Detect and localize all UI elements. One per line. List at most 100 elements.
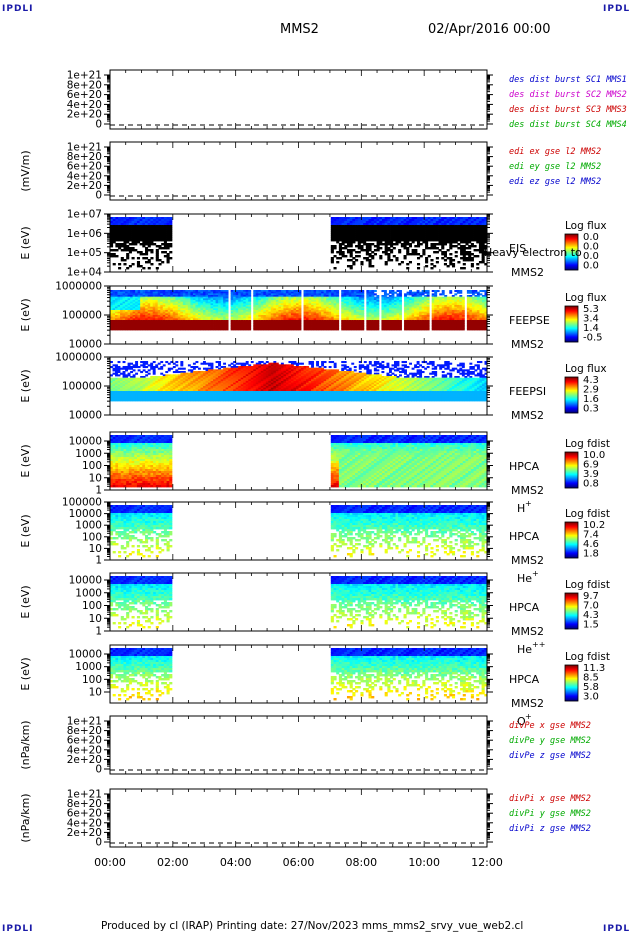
spectrogram-cell — [167, 296, 171, 299]
spectrogram-cell — [140, 313, 144, 316]
spectrogram-cell — [120, 243, 124, 246]
spectrogram-cell — [205, 315, 209, 318]
spectrogram-cell — [336, 323, 340, 326]
spectrogram-cell — [399, 321, 402, 324]
spectrogram-cell — [270, 310, 274, 313]
spectrogram-cell — [373, 325, 377, 328]
spectrogram-cell — [248, 311, 252, 314]
spectrogram-cell — [384, 245, 388, 248]
spectrogram-cell — [414, 225, 418, 228]
spectrogram-cell — [285, 306, 289, 309]
spectrogram-cell — [396, 325, 400, 328]
spectrogram-cell — [220, 291, 224, 294]
spectrogram-cell — [346, 259, 351, 262]
spectrogram-cell — [416, 267, 421, 270]
spectrogram-cell — [205, 310, 209, 313]
spectrogram-cell — [333, 267, 337, 270]
spectrogram-cell — [280, 290, 284, 293]
spectrogram-cell — [157, 290, 161, 293]
spectrogram-cell — [398, 227, 402, 230]
spectrogram-cell — [357, 227, 361, 230]
spectrogram-cell — [349, 267, 353, 270]
spectrogram-cell — [414, 325, 418, 328]
spectrogram-cell — [396, 328, 400, 331]
spectrogram-cell — [210, 291, 214, 294]
spectrogram-cell — [170, 316, 174, 319]
spectrogram-cell — [373, 221, 377, 224]
spectrogram-cell — [303, 298, 307, 301]
spectrogram-cell — [160, 315, 164, 318]
spectrogram-cell — [333, 301, 337, 304]
spectrogram-cell — [427, 227, 431, 230]
spectrogram-cell — [321, 291, 325, 294]
spectrogram-cell — [457, 227, 461, 230]
spectrogram-cell — [398, 251, 402, 254]
spectrogram-cell — [441, 293, 445, 296]
spectrogram-cell — [419, 323, 423, 326]
spectrogram-cell — [436, 308, 440, 311]
spectrogram-cell — [399, 298, 402, 301]
colorbar-cell — [565, 239, 578, 241]
spectrogram-cell — [441, 257, 445, 260]
spectrogram-cell — [233, 305, 237, 308]
spectrogram-cell — [351, 296, 355, 299]
spectrogram-cell — [456, 305, 460, 308]
spectrogram-cell — [152, 295, 156, 298]
spectrogram-cell — [373, 308, 377, 311]
spectrogram-cell — [132, 305, 136, 308]
spectrogram-cell — [160, 316, 164, 319]
spectrogram-cell — [476, 223, 480, 226]
spectrogram-cell — [465, 227, 469, 230]
spectrogram-cell — [353, 326, 357, 329]
spectrogram-cell — [408, 217, 412, 220]
spectrogram-cell — [200, 308, 204, 311]
spectrogram-cell — [341, 227, 345, 230]
spectrogram-cell — [391, 326, 395, 329]
spectrogram-cell — [233, 313, 237, 316]
spectrogram-cell — [135, 291, 139, 294]
spectrogram-cell — [192, 300, 196, 303]
spectrogram-cell — [481, 231, 485, 234]
spectrogram-cell — [403, 235, 407, 238]
spectrogram-cell — [396, 311, 400, 314]
spectrogram-cell — [213, 305, 216, 308]
spectrogram-cell — [155, 251, 159, 254]
spectrogram-cell — [145, 308, 149, 311]
spectrogram-cell — [352, 237, 356, 240]
spectrogram-cell — [150, 313, 154, 316]
spectrogram-cell — [160, 323, 164, 326]
spectrogram-cell — [110, 328, 113, 331]
spectrogram-cell — [419, 243, 423, 246]
spectrogram-cell — [120, 323, 123, 326]
spectrogram-cell — [243, 328, 247, 331]
spectrogram-cell — [336, 223, 340, 226]
spectrogram-cell — [235, 326, 239, 329]
spectrogram-cell — [381, 321, 385, 324]
spectrogram-cell — [395, 223, 399, 226]
spectrogram-cell — [205, 298, 209, 301]
spectrogram-cell — [371, 221, 375, 224]
spectrogram-cell — [210, 328, 214, 331]
spectrogram-cell — [285, 315, 289, 318]
spectrogram-cell — [425, 259, 429, 262]
spectrogram-cell — [125, 326, 128, 329]
spectrogram-cell — [446, 249, 450, 252]
spectrogram-cell — [260, 305, 264, 308]
spectrogram-cell — [351, 300, 355, 303]
spectrogram-cell — [123, 243, 127, 246]
spectrogram-cell — [425, 219, 429, 222]
spectrogram-cell — [165, 300, 169, 303]
spectrogram-cell — [396, 323, 400, 326]
spectrogram-cell — [318, 328, 322, 331]
spectrogram-cell — [137, 305, 141, 308]
colorbar-cell — [565, 238, 578, 240]
spectrogram-cell — [390, 259, 394, 262]
spectrogram-cell — [157, 316, 161, 319]
spectrogram-cell — [248, 305, 252, 308]
spectrogram-cell — [355, 221, 359, 224]
spectrogram-cell — [205, 321, 209, 324]
spectrogram-cell — [110, 237, 114, 240]
spectrogram-cell — [153, 237, 157, 240]
spectrogram-cell — [208, 321, 211, 324]
spectrogram-cell — [275, 295, 279, 298]
